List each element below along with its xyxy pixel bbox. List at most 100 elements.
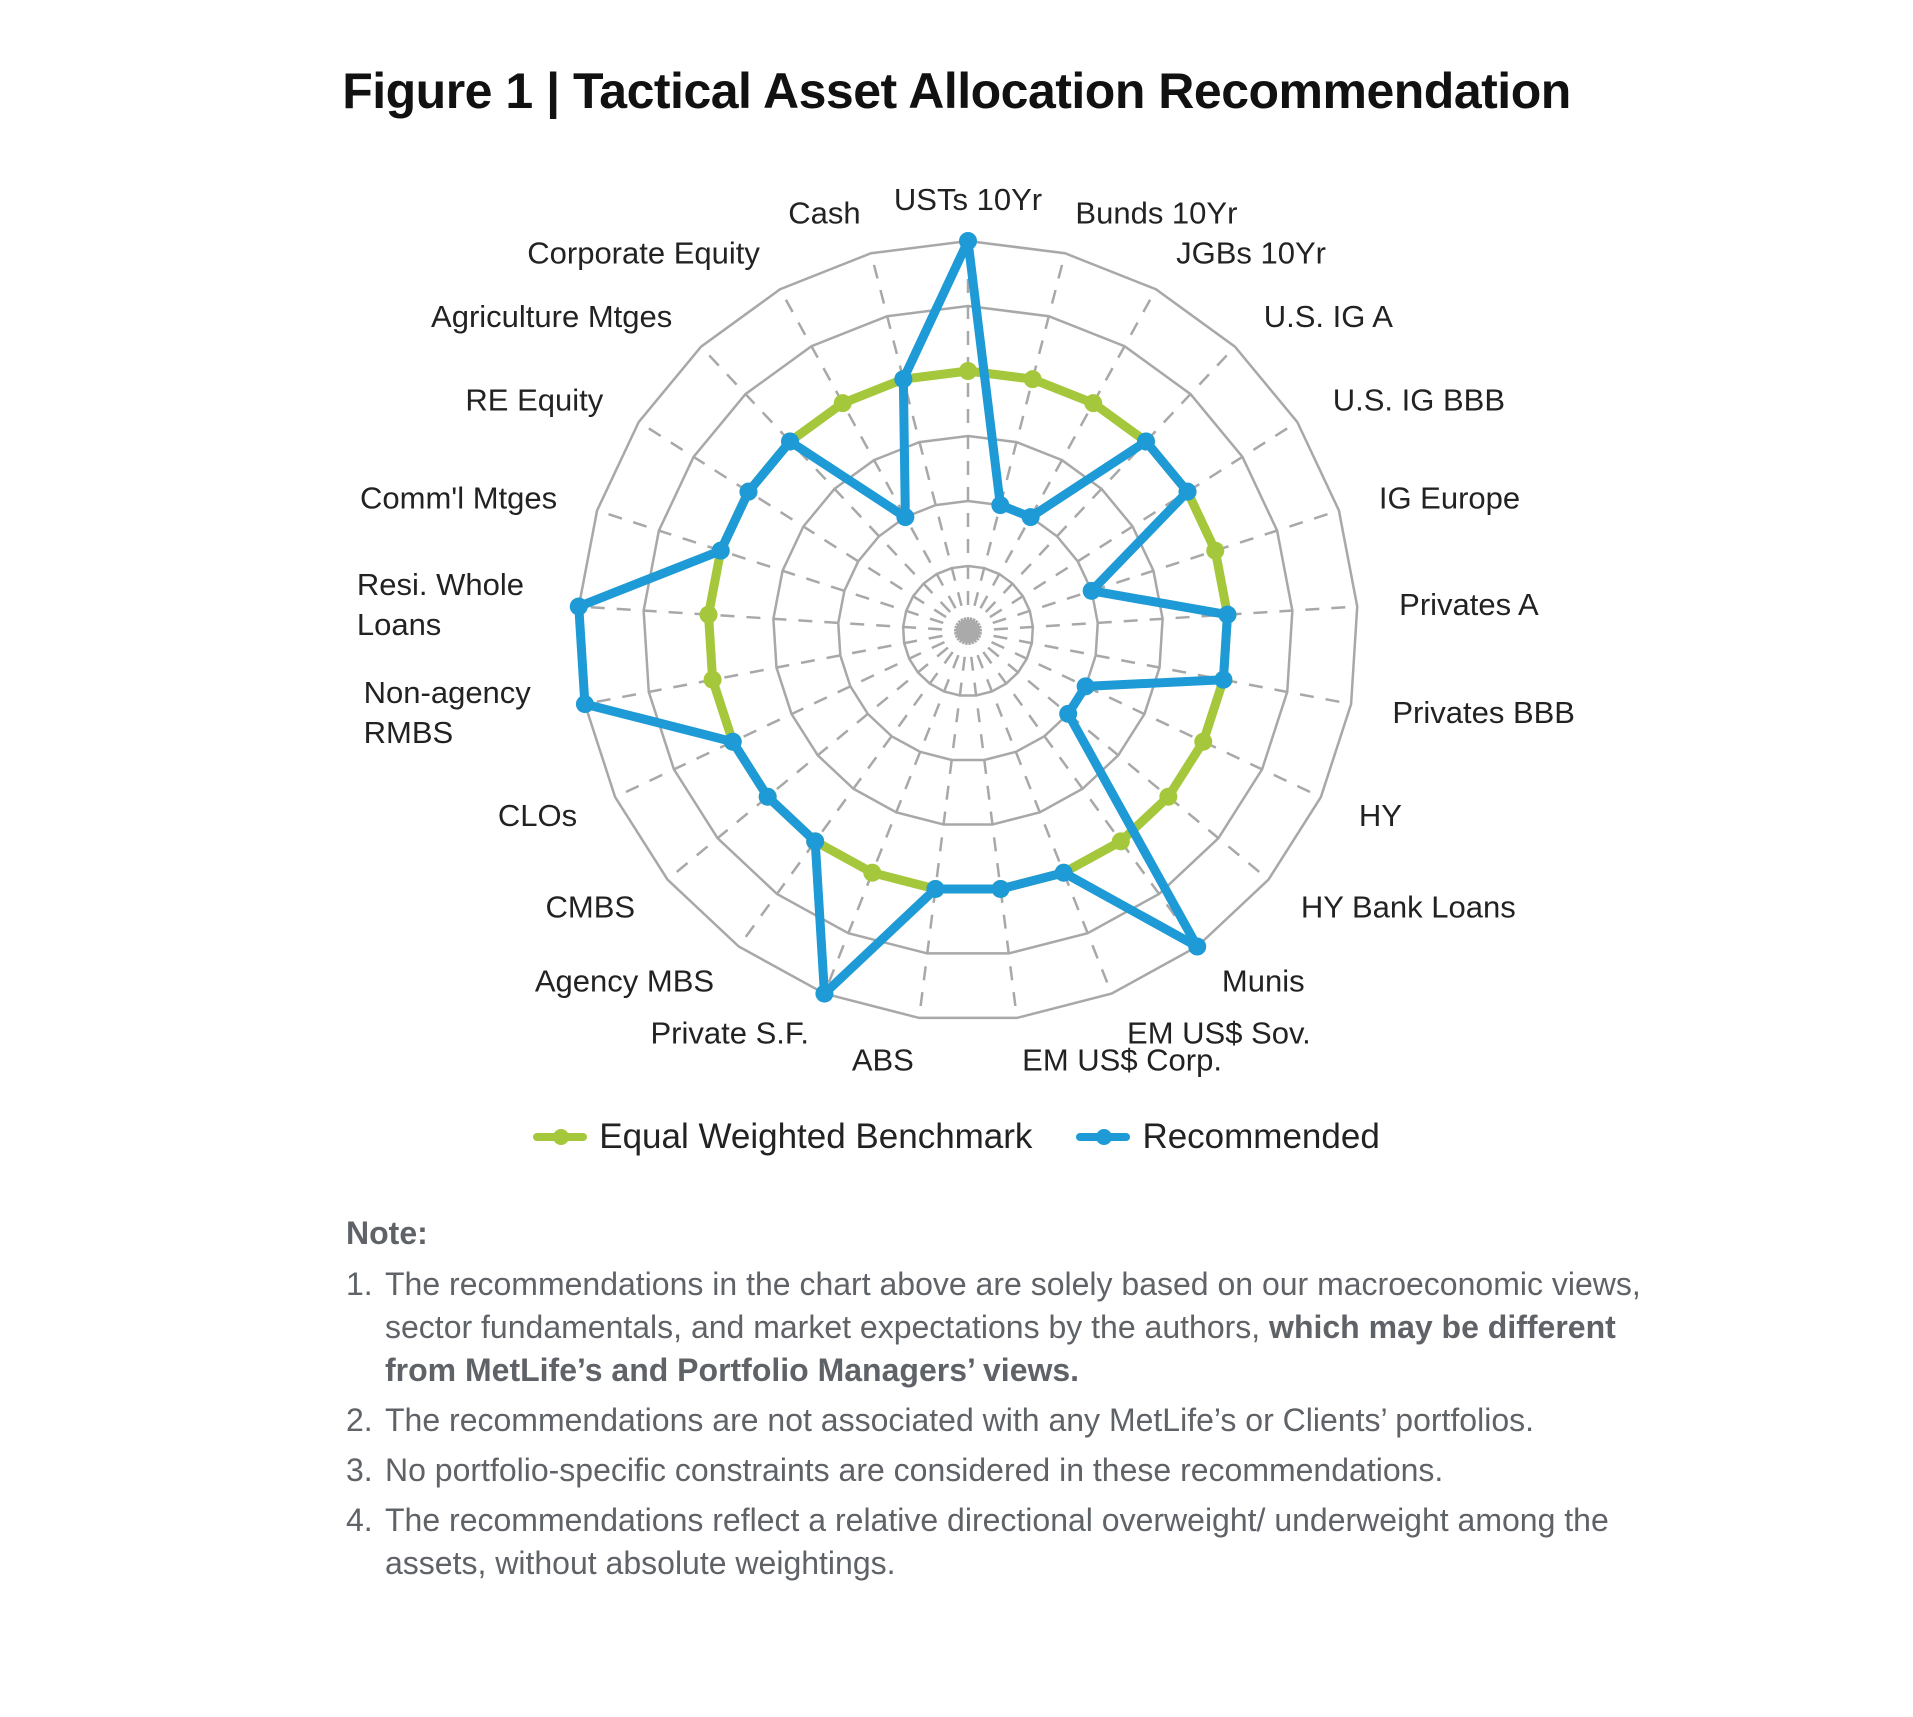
axis-label-line: ABS bbox=[852, 1043, 914, 1078]
legend-swatch-recommended bbox=[1076, 1129, 1131, 1145]
axis-label: Non-agency RMBS bbox=[364, 675, 532, 750]
grid-spoke bbox=[917, 630, 970, 1019]
data-point bbox=[991, 496, 1010, 515]
figure-title: Figure 1 | Tactical Asset Allocation Rec… bbox=[342, 63, 1571, 119]
axis-label: Privates A bbox=[1399, 587, 1539, 622]
radar-chart: USTs 10Yr Bunds 10Yr JGBs 10Yr U.S. IG A U.S… bbox=[357, 182, 1575, 1078]
axis-label: Cash bbox=[788, 196, 860, 231]
data-point bbox=[1218, 605, 1237, 624]
axis-label-line: USTs 10Yr bbox=[894, 182, 1042, 217]
legend-item-benchmark[interactable]: Equal Weighted Benchmark bbox=[533, 1117, 1032, 1157]
axis-label: CLOs bbox=[498, 798, 577, 833]
axis-label-line: EM US$ Sov. bbox=[1127, 1016, 1311, 1051]
data-point bbox=[723, 732, 742, 751]
note-item: 3. No portfolio-specific constraints are … bbox=[346, 1449, 1646, 1492]
note-number: 2. bbox=[346, 1402, 373, 1438]
legend-label-benchmark: Equal Weighted Benchmark bbox=[599, 1117, 1033, 1156]
axis-label: Agency MBS bbox=[535, 963, 714, 998]
data-point bbox=[1206, 541, 1225, 560]
axis-label: JGBs 10Yr bbox=[1176, 235, 1326, 270]
data-point bbox=[815, 984, 834, 1003]
data-point bbox=[703, 670, 722, 689]
axis-label: Resi. Whole Loans bbox=[357, 567, 524, 642]
grid-spoke bbox=[614, 629, 969, 799]
data-point bbox=[1111, 832, 1130, 851]
grid-spoke bbox=[823, 630, 970, 995]
data-point bbox=[1021, 508, 1040, 527]
grid-spoke bbox=[967, 629, 1352, 706]
axis-label: HY Bank Loans bbox=[1301, 889, 1516, 924]
data-point bbox=[699, 605, 718, 624]
axis-label-line: Bunds 10Yr bbox=[1075, 196, 1237, 231]
grid-spoke bbox=[966, 630, 1113, 995]
note-number: 3. bbox=[346, 1452, 373, 1488]
data-point bbox=[1188, 937, 1207, 956]
axis-label: Agriculture Mtges bbox=[431, 299, 672, 334]
axis-label-line: Cash bbox=[788, 196, 860, 231]
grid-spoke bbox=[967, 420, 1298, 633]
data-point bbox=[1136, 432, 1155, 451]
legend-swatch-benchmark bbox=[533, 1129, 588, 1145]
notes-section: Note: 1. The recommendations in the chart… bbox=[346, 1212, 1646, 1592]
axis-label-line: JGBs 10Yr bbox=[1176, 235, 1326, 270]
grid-spoke bbox=[578, 605, 969, 633]
axis-label: USTs 10Yr bbox=[894, 182, 1042, 217]
note-number: 1. bbox=[346, 1266, 373, 1302]
axis-label: U.S. IG BBB bbox=[1333, 383, 1505, 418]
axis-label-line: RE Equity bbox=[465, 383, 603, 418]
axis-label: Bunds 10Yr bbox=[1075, 196, 1237, 231]
grid-spoke bbox=[869, 252, 970, 632]
grid-spoke bbox=[596, 509, 969, 633]
data-point bbox=[959, 232, 977, 250]
series-line-recommended bbox=[574, 236, 1232, 999]
data-point bbox=[1082, 581, 1101, 600]
note-text: The recommendations are not associated w… bbox=[385, 1402, 1534, 1438]
grid-spoke bbox=[737, 630, 970, 948]
axis-label: EM US$ Corp. bbox=[1022, 1043, 1222, 1078]
data-point bbox=[781, 432, 800, 451]
data-point bbox=[1084, 394, 1103, 413]
axis-label: IG Europe bbox=[1379, 481, 1520, 516]
data-point bbox=[1023, 370, 1042, 389]
note-text: No portfolio-specific constraints are co… bbox=[385, 1452, 1444, 1488]
data-point bbox=[1076, 677, 1095, 696]
grid-spoke bbox=[700, 345, 969, 632]
grid-spoke bbox=[967, 630, 1270, 881]
data-point bbox=[806, 832, 825, 851]
grid-spoke bbox=[966, 252, 1067, 632]
data-point bbox=[1059, 704, 1078, 723]
axis-label: Comm'l Mtges bbox=[360, 481, 557, 516]
data-point bbox=[1054, 863, 1073, 882]
axis-label: RE Equity bbox=[465, 383, 603, 418]
axis-label-line: RMBS bbox=[364, 715, 454, 750]
grid-ring bbox=[901, 564, 1035, 697]
grid-spoke bbox=[967, 629, 1322, 799]
axis-label-line: Privates BBB bbox=[1392, 695, 1575, 730]
axis-label-line: IG Europe bbox=[1379, 481, 1520, 516]
notes-heading: Note: bbox=[346, 1215, 428, 1251]
data-point bbox=[1194, 732, 1213, 751]
axis-label-line: Private S.F. bbox=[650, 1016, 809, 1051]
note-number: 4. bbox=[346, 1502, 373, 1538]
data-point bbox=[1159, 787, 1178, 806]
data-point bbox=[991, 879, 1010, 898]
axis-label-line: Privates A bbox=[1399, 587, 1539, 622]
axis-label: Munis bbox=[1222, 963, 1305, 998]
note-item: 4. The recommendations reflect a relative… bbox=[346, 1499, 1646, 1585]
note-item: 2. The recommendations are not associated… bbox=[346, 1399, 1646, 1442]
axis-label: Corporate Equity bbox=[527, 235, 760, 270]
axis-label: EM US$ Sov. bbox=[1127, 1016, 1311, 1051]
data-point bbox=[894, 370, 913, 389]
note-text: The recommendations in the chart above a… bbox=[385, 1266, 1641, 1345]
note-bold-text: which may be different from MetLife’s an… bbox=[385, 1309, 1616, 1388]
data-point bbox=[569, 597, 588, 616]
center-dot bbox=[956, 619, 980, 643]
grid-spoke bbox=[584, 629, 969, 706]
grid-spoke bbox=[779, 288, 970, 632]
data-point bbox=[926, 879, 945, 898]
data-point bbox=[739, 482, 758, 501]
legend-item-recommended[interactable]: Recommended bbox=[1076, 1117, 1380, 1157]
axis-label-line: U.S. IG BBB bbox=[1333, 383, 1505, 418]
axis-label: ABS bbox=[852, 1043, 914, 1078]
data-point bbox=[575, 695, 594, 714]
